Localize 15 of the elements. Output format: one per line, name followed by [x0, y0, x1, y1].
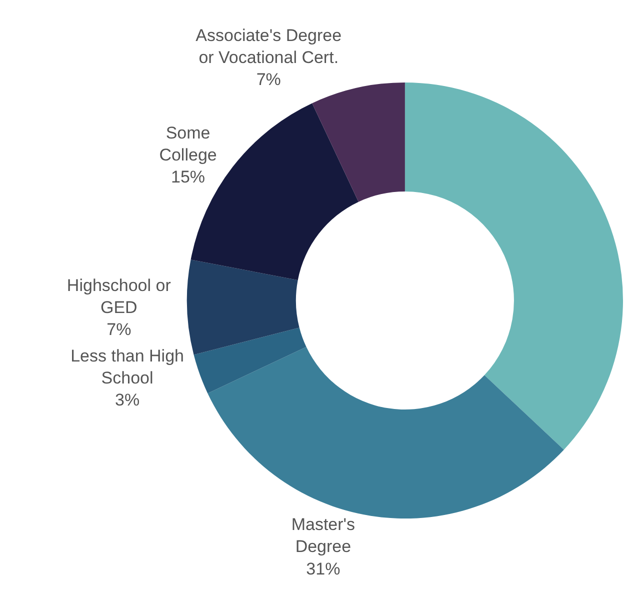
slice-label: Master's Degree [291, 515, 356, 556]
data-label: 7% [106, 320, 132, 339]
donut-slice [404, 82, 623, 450]
data-label: 31% [306, 559, 340, 578]
data-label: 3% [115, 390, 140, 410]
donut-slice [187, 260, 300, 355]
slice-label: Associate's Degree or Vocational Cert. [196, 26, 342, 68]
data-label: 7% [256, 70, 281, 90]
donut-slice [194, 328, 306, 394]
donut-slice [208, 346, 564, 518]
slice-label: Some College [159, 123, 217, 164]
donut-slice [312, 82, 405, 202]
data-label: 15% [171, 168, 206, 187]
slice-label: Highschool or GED [66, 276, 172, 317]
slice-label: Less than High School [70, 346, 184, 388]
